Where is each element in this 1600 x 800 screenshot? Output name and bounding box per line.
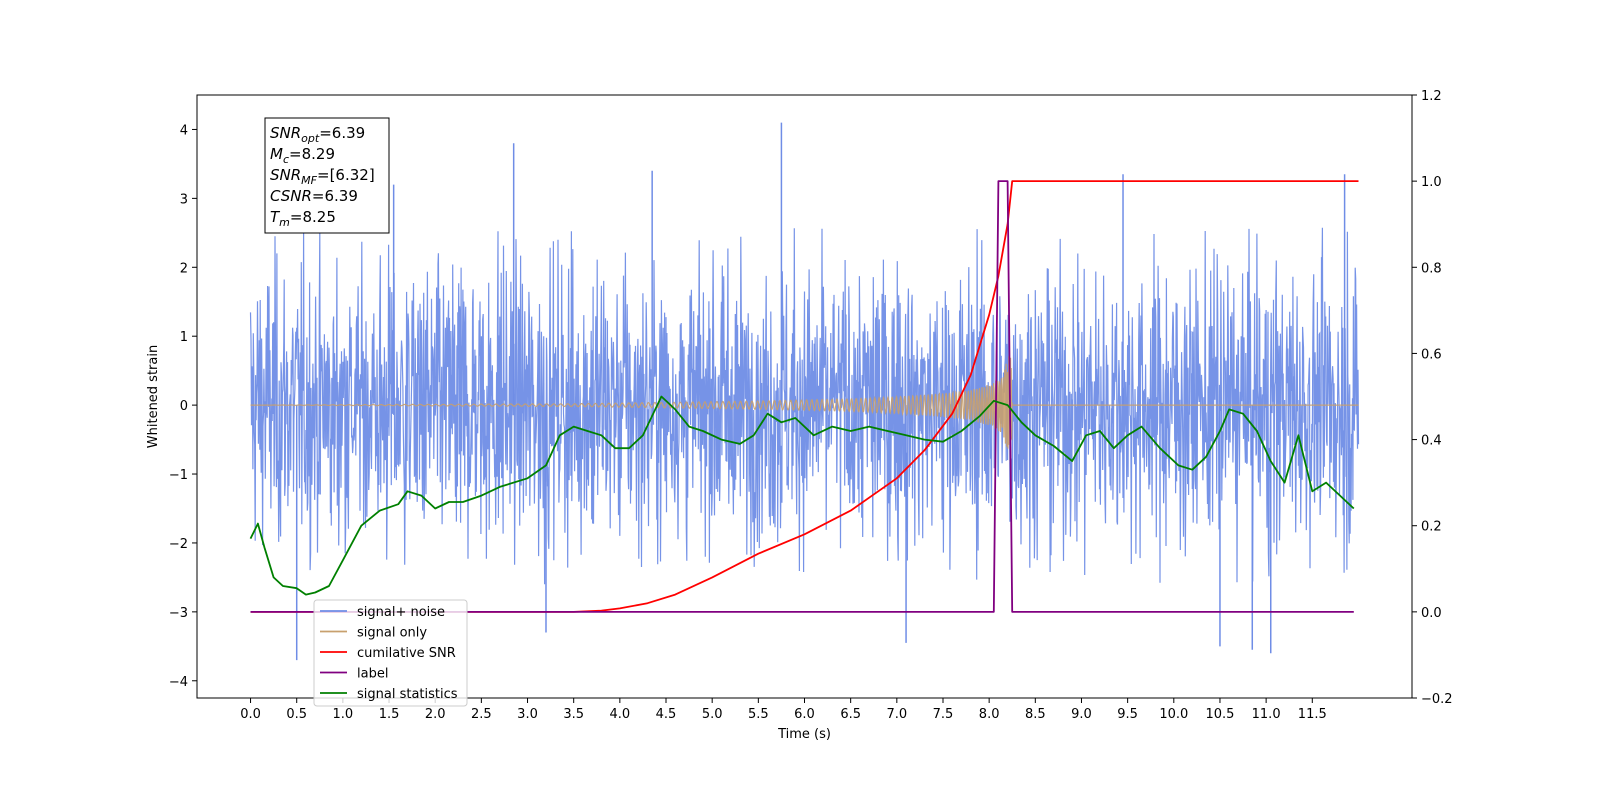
x-tick-label: 7.5: [933, 707, 954, 722]
annotation-value: =8.29: [289, 145, 335, 163]
signal-statistics-line: [249, 395, 1355, 596]
legend-label: cumilative SNR: [357, 646, 456, 661]
y-tick-label: 0: [180, 399, 188, 414]
annotation-subscript: m: [279, 216, 290, 229]
y-tick-label: −1: [169, 468, 188, 483]
annotation-value: =6.39: [312, 187, 358, 205]
annotation-line: Tm=8.25: [270, 208, 336, 229]
x-tick-label: 6.0: [794, 707, 815, 722]
annotation-symbol: T: [270, 208, 281, 226]
signal-noise-line: [249, 227, 1360, 585]
x-tick-label: 10.0: [1159, 707, 1188, 722]
y2-tick-label: 0.4: [1421, 434, 1442, 449]
x-tick-label: 4.0: [610, 707, 631, 722]
y2-tick-label: 0.6: [1421, 347, 1442, 362]
series-label: [250, 180, 1354, 613]
x-tick-label: 9.0: [1071, 707, 1092, 722]
label-line: [250, 180, 1354, 613]
legend-frame: [313, 599, 468, 707]
y-tick-label: 1: [180, 330, 188, 345]
annotation-frame: [264, 117, 390, 234]
annotation-line: SNRopt=6.39: [270, 124, 365, 145]
y-tick-label: 2: [180, 261, 188, 276]
series-signal-noise: [249, 122, 1360, 661]
x-tick-label: 0.5: [286, 707, 307, 722]
y2-tick-label: 1.0: [1421, 175, 1442, 190]
annotation-symbol: SNR: [270, 166, 301, 184]
x-axis-label: Time (s): [777, 727, 831, 742]
x-tick-label: 11.0: [1252, 707, 1281, 722]
series-signal-only: [250, 356, 1359, 463]
annotation-value: =6.39: [319, 124, 365, 142]
y-axis-ticks: 4 3 2 1 0 −1 −2 −3 −4: [169, 123, 197, 690]
x-tick-label: 8.5: [1025, 707, 1046, 722]
y2-tick-label: 0.8: [1421, 261, 1442, 276]
legend-label: label: [357, 667, 388, 682]
x-tick-label: 3.0: [517, 707, 538, 722]
y-tick-label: −2: [169, 537, 188, 552]
x-tick-label: 0.0: [240, 707, 261, 722]
y2-axis-ticks: 1.2 1.0 0.8 0.6 0.4 0.2 0.0 −0.2: [1412, 89, 1453, 707]
annotation-line: CSNR=6.39: [270, 187, 358, 205]
x-tick-label: 3.5: [563, 707, 584, 722]
x-tick-label: 7.0: [886, 707, 907, 722]
x-tick-label: 9.5: [1117, 707, 1138, 722]
y2-tick-label: −0.2: [1421, 692, 1453, 707]
plot-area: [249, 122, 1360, 661]
legend-label: signal statistics: [357, 687, 458, 702]
y-tick-label: 3: [180, 192, 188, 207]
y2-tick-label: 0.2: [1421, 520, 1442, 535]
x-tick-label: 5.0: [702, 707, 723, 722]
x-tick-label: 8.0: [979, 707, 1000, 722]
y-tick-label: −3: [169, 606, 188, 621]
series-signal-statistics: [249, 395, 1355, 596]
legend: signal+ noise signal only cumilative SNR la…: [313, 599, 468, 707]
y-tick-label: 4: [180, 123, 188, 138]
annotation-value: =[6.32]: [317, 166, 375, 184]
x-tick-label: 1.5: [379, 707, 400, 722]
x-tick-label: 2.0: [425, 707, 446, 722]
y2-tick-label: 1.2: [1421, 89, 1442, 104]
legend-label: signal+ noise: [357, 605, 445, 620]
legend-label: signal only: [357, 626, 427, 641]
annotation-symbol: M: [270, 145, 283, 163]
annotation-subscript: MF: [301, 174, 317, 187]
x-axis-ticks: 0.0 0.5 1.0 1.5 2.0 2.5 3.0 3.5 4.0 4.5 5.0 5.5 6.0 6…: [240, 698, 1327, 722]
x-tick-label: 4.5: [656, 707, 677, 722]
annotation-box: SNRopt=6.39Mc=8.29SNRMF=[6.32]CSNR=6.39T…: [264, 117, 390, 234]
annotation-line: Mc=8.29: [270, 145, 335, 166]
x-tick-label: 2.5: [471, 707, 492, 722]
y-tick-label: −4: [169, 675, 188, 690]
x-tick-label: 10.5: [1205, 707, 1234, 722]
x-tick-label: 5.5: [748, 707, 769, 722]
y2-tick-label: 0.0: [1421, 606, 1442, 621]
annotation-subscript: opt: [301, 132, 320, 145]
x-tick-label: 6.5: [840, 707, 861, 722]
annotation-symbol: CSNR: [270, 187, 312, 205]
y-axis-label: Whitened strain: [146, 345, 161, 448]
annotation-line: SNRMF=[6.32]: [270, 166, 375, 187]
x-tick-label: 11.5: [1298, 707, 1327, 722]
x-tick-label: 1.0: [333, 707, 354, 722]
annotation-symbol: SNR: [270, 124, 301, 142]
annotation-value: =8.25: [290, 208, 336, 226]
signal-only-line: [250, 356, 1359, 463]
annotation-subscript: c: [283, 153, 289, 166]
